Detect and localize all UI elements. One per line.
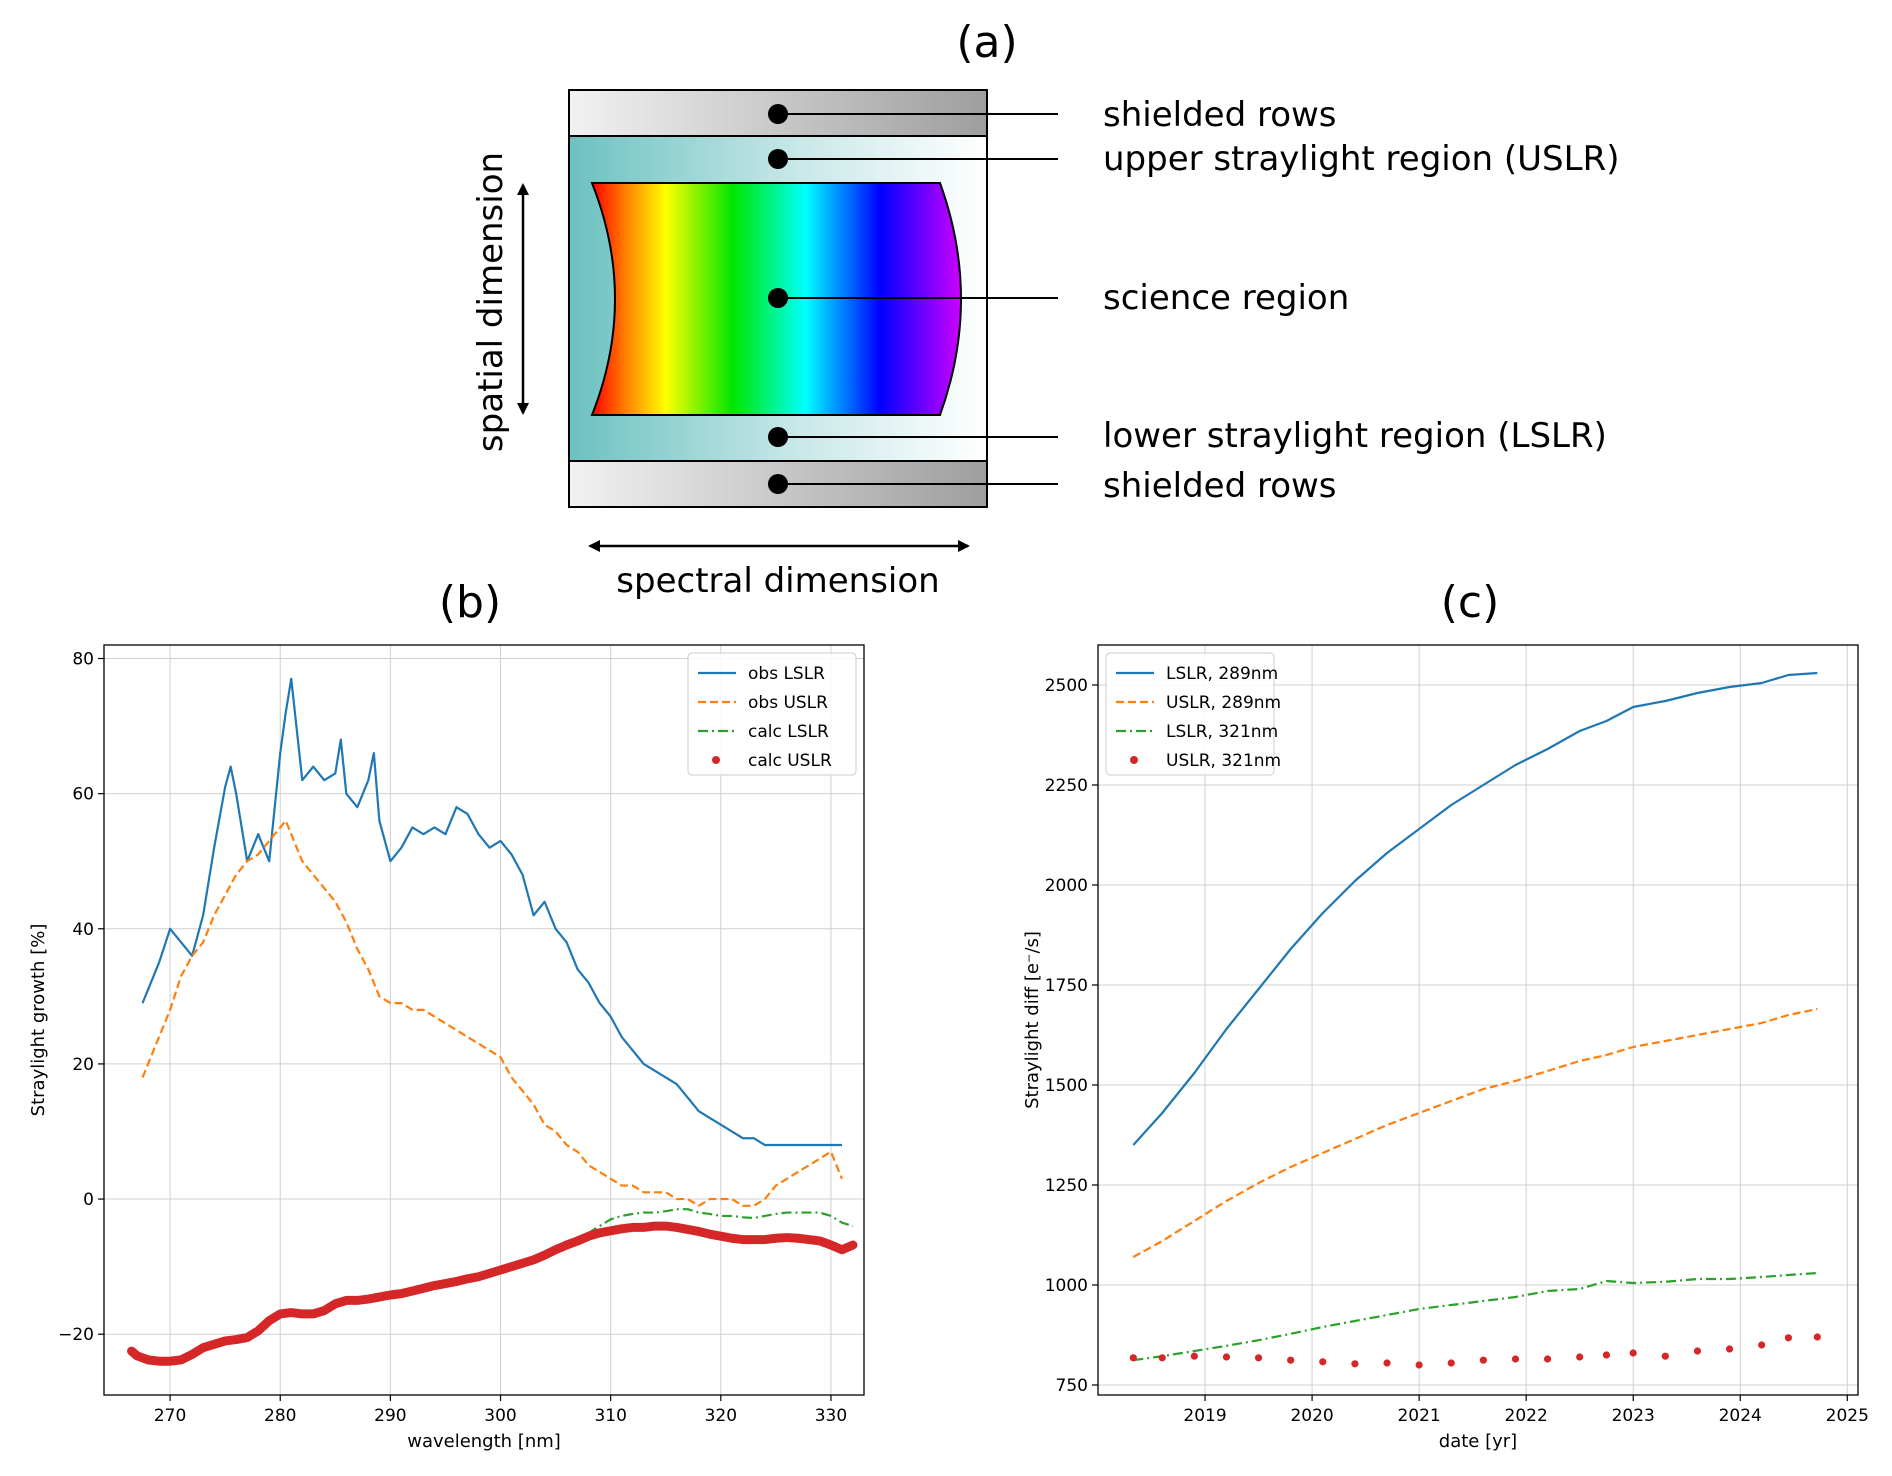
spatial-dimension-label: spatial dimension [471,152,511,452]
data-point [1190,1352,1198,1360]
y-tick-label: −20 [58,1325,94,1345]
y-tick-label: 2500 [1045,676,1088,696]
x-tick-label: 290 [374,1406,406,1426]
x-tick-label: 320 [705,1406,737,1426]
x-tick-label: 300 [484,1406,516,1426]
spectral-dimension-label: spectral dimension [616,561,939,601]
chart-b: 270 280 290 300 310 320 330 −20 0 20 40 60 80 wavelen… [28,644,865,1452]
data-point [1661,1352,1669,1360]
series-line-obs LSLR [141,677,842,1147]
data-point [1813,1333,1821,1341]
x-tick-label: 2019 [1183,1406,1226,1426]
data-point [1479,1356,1487,1364]
legend-label: USLR, 289nm [1166,693,1281,713]
data-point [1158,1354,1166,1362]
data-point [1415,1361,1423,1369]
callout-shielded-rows-top: shielded rows [1103,95,1337,135]
data-point [1447,1359,1455,1367]
y-axis-title: Straylight diff [e⁻/s] [1022,931,1043,1109]
series-line-LSLR, 321nm [1133,1271,1818,1362]
y-tick-label: 750 [1056,1376,1088,1396]
legend-box [687,652,857,776]
data-point [1576,1353,1584,1361]
legend-label: LSLR, 289nm [1166,664,1278,684]
legend: LSLR, 289nm USLR, 289nm LSLR, 321nm USLR, 3… [1105,652,1281,776]
panel-c-label: (c) [1441,577,1500,628]
data-point [1129,1354,1137,1362]
x-tick-label: 2020 [1290,1406,1333,1426]
y-axis-title: Straylight growth [%] [28,924,49,1117]
x-tick-label: 2024 [1719,1406,1762,1426]
y-tick-label: 0 [83,1190,94,1210]
y-tick-label: 80 [72,650,94,670]
callout-lines [778,113,1058,485]
y-tick-label: 2000 [1045,876,1088,896]
x-tick-label: 2022 [1505,1406,1548,1426]
callout-shielded-rows-bottom: shielded rows [1103,466,1337,506]
y-tick-label: 1750 [1045,976,1088,996]
data-point [1254,1354,1263,1362]
data-point [1602,1351,1611,1359]
y-tick-label: 20 [72,1055,94,1075]
x-tick-label: 270 [154,1406,186,1426]
data-point [1222,1353,1231,1361]
y-tick-label: 40 [72,920,94,940]
data-point [1629,1349,1637,1357]
legend-marker [712,756,720,764]
y-tick-label: 1000 [1045,1276,1088,1296]
panel-a: (a) shielded rows upper straylight regio… [471,17,1619,601]
legend-label: USLR, 321nm [1166,751,1281,771]
x-tick-label: 310 [594,1406,626,1426]
plot-frame [1097,644,1859,1396]
panel-b: (b) 270 280 290 300 310 320 330 −20 0 20 40 60 80 wav… [28,577,865,1452]
data-point [1511,1355,1520,1363]
data-point [1351,1360,1359,1368]
series-USLR, 321nm [1129,1333,1821,1369]
grid [1098,645,1858,1395]
legend-label: obs LSLR [748,664,825,684]
legend-label: LSLR, 321nm [1166,722,1278,742]
y-tick-label: 1500 [1045,1076,1088,1096]
series-line-obs USLR [141,819,843,1207]
series-line-USLR, 289nm [1132,1007,1818,1258]
legend-box [1105,652,1275,776]
panel-a-label: (a) [956,17,1017,68]
plot-frame [103,644,865,1396]
data-point [1319,1358,1327,1366]
chart-c: 2019 2020 2021 2022 2023 2024 2025 750 1000 1250 1… [1022,644,1869,1452]
data-point [1383,1359,1391,1367]
legend: obs LSLR obs USLR calc LSLR calc USLR [687,652,857,776]
x-tick-label: 2025 [1826,1406,1869,1426]
panel-c: (c) 2019 2020 2021 2022 2023 2024 2025 750 1000 1… [1022,577,1869,1452]
x-tick-label: 2021 [1397,1406,1440,1426]
callout-uslr: upper straylight region (USLR) [1103,139,1619,179]
data-point [1758,1341,1766,1349]
x-axis-title: date [yr] [1439,1431,1517,1452]
legend-label: obs USLR [748,693,828,713]
data-point [1543,1355,1552,1363]
y-tick-label: 2250 [1045,776,1088,796]
series-calc USLR [127,1221,858,1366]
series-line [127,1221,858,1366]
data-point [1725,1345,1734,1353]
legend-label: calc LSLR [748,722,829,742]
data-point [1693,1347,1702,1355]
x-tick-label: 280 [264,1406,296,1426]
y-tick-label: 60 [72,785,94,805]
series-line-LSLR, 289nm [1132,671,1818,1146]
x-axis-title: wavelength [nm] [407,1431,561,1452]
x-tick-label: 2023 [1612,1406,1655,1426]
x-tick-label: 330 [815,1406,847,1426]
legend-label: calc USLR [748,751,832,771]
panel-b-label: (b) [439,577,501,628]
callout-dots [768,104,788,494]
callout-lslr: lower straylight region (LSLR) [1103,416,1607,456]
y-tick-label: 1250 [1045,1176,1088,1196]
data-point [1287,1356,1295,1364]
data-point [1784,1334,1793,1342]
callout-science-region: science region [1103,278,1349,318]
legend-marker [1130,756,1138,764]
